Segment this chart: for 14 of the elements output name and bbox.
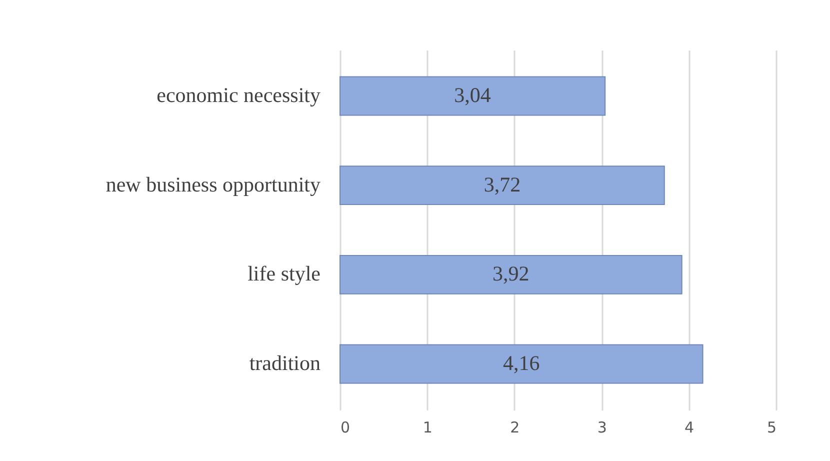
x-tick-label: 2 <box>510 418 520 436</box>
data-label: 3,92 <box>492 262 530 286</box>
x-tick-label: 0 <box>340 418 350 436</box>
x-tick-label: 3 <box>597 418 607 436</box>
y-tick-label: life style <box>248 262 320 286</box>
y-tick-label: economic necessity <box>156 83 321 108</box>
data-label: 4,16 <box>503 350 540 375</box>
x-tick-label: 1 <box>422 418 432 436</box>
y-tick-label: new business opportunity <box>106 172 321 196</box>
data-label: 3,04 <box>454 83 492 108</box>
data-label: 3,72 <box>484 172 521 196</box>
x-tick-label: 5 <box>766 418 776 436</box>
x-tick-label: 4 <box>684 418 694 436</box>
y-tick-label: tradition <box>249 350 321 375</box>
